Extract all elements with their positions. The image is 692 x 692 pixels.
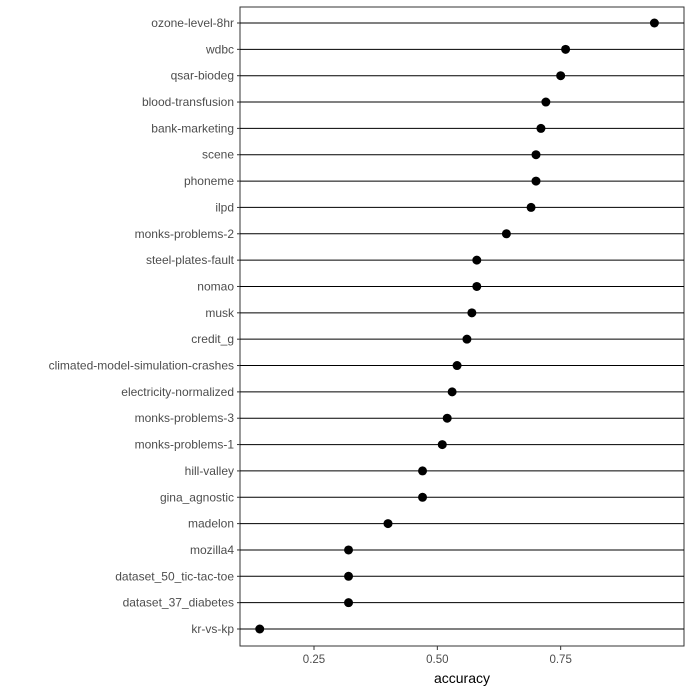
y-tick-label: steel-plates-fault bbox=[146, 253, 235, 267]
data-point bbox=[556, 71, 566, 81]
data-point bbox=[536, 123, 546, 133]
y-tick-label: hill-valley bbox=[185, 464, 234, 478]
x-tick-label: 0.25 bbox=[303, 654, 325, 666]
data-point bbox=[418, 492, 428, 502]
y-tick-label: kr-vs-kp bbox=[191, 622, 234, 636]
y-tick-label: bank-marketing bbox=[151, 121, 234, 135]
data-point bbox=[344, 598, 354, 608]
data-point bbox=[526, 202, 536, 212]
y-tick-label: electricity-normalized bbox=[121, 385, 234, 399]
y-tick-label: mozilla4 bbox=[190, 543, 234, 557]
data-point bbox=[531, 150, 541, 160]
data-point bbox=[472, 255, 482, 265]
data-point bbox=[561, 44, 571, 54]
data-point bbox=[462, 334, 472, 344]
x-axis-title: accuracy bbox=[434, 670, 490, 686]
y-tick-label: musk bbox=[205, 306, 235, 320]
y-tick-label: madelon bbox=[188, 517, 234, 531]
data-point bbox=[447, 387, 457, 397]
y-tick-label: qsar-biodeg bbox=[171, 69, 234, 83]
y-tick-label: credit_g bbox=[191, 332, 234, 346]
data-point bbox=[531, 176, 541, 186]
data-point bbox=[344, 571, 354, 581]
y-tick-label: gina_agnostic bbox=[160, 490, 234, 504]
category-gridlines bbox=[240, 22, 684, 630]
y-tick-label: blood-transfusion bbox=[142, 95, 234, 109]
y-tick-label: nomao bbox=[197, 279, 234, 293]
data-point bbox=[255, 624, 265, 634]
y-tick-label: monks-problems-1 bbox=[135, 438, 235, 452]
y-tick-label: wdbc bbox=[205, 42, 234, 56]
x-tick-label: 0.50 bbox=[426, 654, 448, 666]
x-axis: 0.25 0.50 0.75 bbox=[303, 646, 572, 666]
data-point bbox=[442, 413, 452, 423]
y-tick-label: scene bbox=[202, 148, 234, 162]
y-tick-label: dataset_37_diabetes bbox=[123, 596, 234, 610]
data-points bbox=[255, 18, 659, 634]
panel-border bbox=[239, 6, 685, 647]
y-tick-label: monks-problems-3 bbox=[135, 411, 235, 425]
y-tick-label: climated-model-simulation-crashes bbox=[49, 359, 234, 373]
data-point bbox=[472, 281, 482, 291]
y-tick-label: monks-problems-2 bbox=[135, 227, 235, 241]
data-point bbox=[452, 361, 462, 371]
data-point bbox=[541, 97, 551, 107]
data-point bbox=[437, 440, 447, 450]
y-tick-label: ilpd bbox=[215, 200, 234, 214]
y-tick-label: dataset_50_tic-tac-toe bbox=[115, 569, 234, 583]
y-tick-label: ozone-level-8hr bbox=[151, 16, 234, 30]
x-tick-label: 0.75 bbox=[549, 654, 571, 666]
data-point bbox=[649, 18, 659, 28]
data-point bbox=[467, 308, 477, 318]
y-axis-labels: ozone-level-8hr wdbc qsar-biodeg blood-tran… bbox=[49, 16, 240, 636]
data-point bbox=[501, 229, 511, 239]
y-tick-label: phoneme bbox=[184, 174, 234, 188]
data-point bbox=[418, 466, 428, 476]
data-point bbox=[344, 545, 354, 555]
data-point bbox=[383, 519, 393, 529]
